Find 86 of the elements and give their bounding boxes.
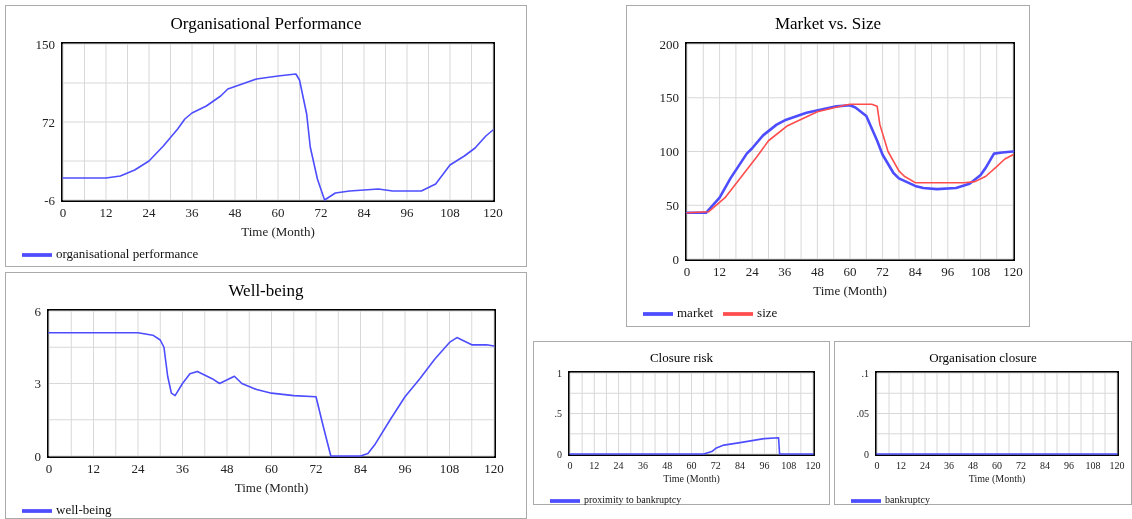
- x-tick-label: 0: [874, 460, 880, 472]
- x-axis-title: Time (Month): [234, 480, 309, 495]
- x-tick-label: 24: [920, 460, 930, 472]
- legend-label: bankruptcy: [885, 494, 930, 506]
- x-tick-label: 12: [896, 460, 906, 472]
- x-tick-label: 96: [398, 461, 412, 477]
- x-tick-label: 24: [142, 205, 156, 221]
- y-tick-label: 1: [557, 367, 562, 379]
- x-tick-label: 120: [805, 460, 821, 472]
- x-tick-label: 84: [1040, 460, 1050, 472]
- y-tick-label: -6: [44, 192, 56, 208]
- chart-title: Organisational Performance: [170, 14, 362, 33]
- x-tick-label: 120: [483, 205, 503, 221]
- x-tick-label: 48: [228, 205, 242, 221]
- x-tick-label: 60: [265, 461, 278, 477]
- x-tick-label: 72: [876, 264, 890, 280]
- x-tick-label: 60: [686, 460, 697, 472]
- x-tick-label: 24: [745, 264, 760, 280]
- x-tick-label: 108: [781, 460, 797, 472]
- x-tick-label: 0: [59, 205, 67, 221]
- x-tick-label: 36: [944, 460, 954, 472]
- chart-title: Closure risk: [648, 349, 715, 367]
- x-tick-label: 0: [567, 460, 573, 472]
- x-tick-label: 72: [1016, 460, 1026, 472]
- legend-label: well-being: [56, 501, 112, 517]
- x-tick-label: 84: [735, 460, 746, 472]
- x-tick-label: 12: [99, 205, 113, 221]
- legend-label: organisational performance: [56, 245, 199, 261]
- x-tick-label: 108: [440, 205, 460, 221]
- x-tick-label: 36: [637, 460, 648, 472]
- y-tick-label: .05: [856, 408, 869, 420]
- x-tick-label: 48: [662, 460, 673, 472]
- y-tick-label: 6: [34, 303, 42, 319]
- x-tick-label: 48: [968, 460, 978, 472]
- y-tick-label: .1: [861, 367, 869, 379]
- chart-title: Market vs. Size: [774, 14, 882, 33]
- x-tick-label: 12: [87, 461, 100, 477]
- x-tick-label: 36: [185, 205, 199, 221]
- y-tick-label: 50: [666, 197, 679, 213]
- y-tick-label: 150: [659, 90, 679, 106]
- y-tick-label: 0: [557, 448, 562, 460]
- x-tick-label: 108: [1085, 460, 1101, 472]
- chart-title: Organisation closure: [928, 349, 1038, 367]
- x-tick-label: 72: [710, 460, 721, 472]
- x-tick-label: 96: [759, 460, 770, 472]
- legend-label: size: [757, 304, 778, 320]
- x-tick-label: 60: [843, 264, 857, 280]
- x-tick-label: 84: [908, 264, 923, 280]
- y-tick-label: 72: [42, 114, 55, 130]
- y-tick-label: 150: [35, 36, 55, 52]
- x-tick-label: 24: [613, 460, 624, 472]
- x-tick-label: 120: [1003, 264, 1023, 280]
- x-tick-label: 84: [357, 205, 371, 221]
- y-tick-label: 200: [659, 36, 679, 52]
- x-tick-label: 96: [1064, 460, 1074, 472]
- y-tick-label: 0: [864, 448, 869, 460]
- x-tick-label: 48: [220, 461, 234, 477]
- x-tick-label: 12: [713, 264, 727, 280]
- x-tick-label: 108: [439, 461, 460, 477]
- y-tick-label: 3: [34, 376, 41, 392]
- x-axis-title: Time (Month): [813, 283, 887, 298]
- x-tick-label: 12: [589, 460, 600, 472]
- x-tick-label: 24: [131, 461, 145, 477]
- x-tick-label: 120: [1109, 460, 1125, 472]
- x-axis-title: Time (Month): [663, 473, 720, 485]
- x-tick-label: 96: [400, 205, 414, 221]
- x-tick-label: 120: [484, 461, 504, 477]
- legend-label: market: [677, 304, 714, 320]
- x-axis-title: Time (Month): [968, 473, 1026, 485]
- x-tick-label: 36: [176, 461, 190, 477]
- x-tick-label: 36: [778, 264, 792, 280]
- x-tick-label: 60: [271, 205, 285, 221]
- chart-title: Well-being: [228, 281, 304, 300]
- y-tick-label: .5: [554, 408, 562, 420]
- x-tick-label: 108: [970, 264, 991, 280]
- y-tick-label: 100: [659, 144, 679, 160]
- x-tick-label: 72: [309, 461, 323, 477]
- x-tick-label: 0: [683, 264, 691, 280]
- legend-label: proximity to bankruptcy: [584, 494, 682, 506]
- x-tick-label: 60: [992, 460, 1002, 472]
- x-tick-label: 96: [941, 264, 955, 280]
- x-tick-label: 72: [314, 205, 328, 221]
- x-tick-label: 48: [810, 264, 824, 280]
- y-tick-label: 0: [672, 251, 679, 267]
- x-axis-title: Time (Month): [241, 224, 315, 239]
- x-tick-label: 84: [354, 461, 368, 477]
